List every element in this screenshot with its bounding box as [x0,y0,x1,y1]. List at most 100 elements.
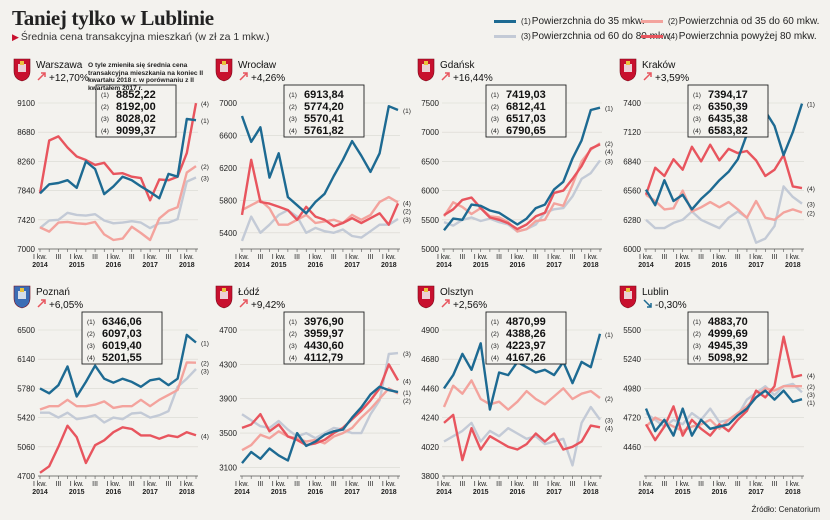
city-chart-4: Poznań +6,05% 4700 5060 5420 5780 6140 6500 I kw… [10,282,210,520]
box-series-number: (4) [491,128,499,135]
chart-svg: Łódź +9,42% 3100 3500 3900 4300 4700 I kw. 2014 I… [215,285,411,496]
x-tick-label: III [661,481,667,488]
chart-svg: Kraków +3,59% 6000 6280 6560 6840 7120 7400 I kw… [619,58,815,269]
x-tick-label: I kw. 2018 [583,481,599,496]
series-line-1 [644,103,804,211]
y-tick-label: 5500 [623,326,641,335]
y-tick-label: 6200 [219,164,237,173]
series-end-label: (2) [201,361,209,368]
coat-of-arms-icon [215,285,233,309]
box-series-number: (3) [491,343,499,350]
coat-of-arms-icon [13,285,31,309]
series-line-4 [240,158,400,228]
x-tick-label: I kw. 2016 [106,481,122,496]
series-end-label: (4) [403,378,411,385]
x-tick-label: I kw. 2017 [748,254,764,269]
x-tick-label: I kw. 2014 [234,481,250,496]
series-end-label: (2) [201,164,209,171]
legend-item: (2) Powierzchnia od 35 do 60 mkw. [641,16,819,27]
box-series-number: (3) [693,343,701,350]
x-tick-label: I kw. 2014 [638,481,654,496]
arrow-up-icon [441,299,450,308]
box-value: 6435,38 [708,113,748,125]
legend-label: Powierzchnia powyżej 80 mkw. [678,31,817,42]
y-tick-label: 5060 [17,443,35,452]
box-value: 4112,79 [304,352,343,364]
series-line-2 [39,361,197,411]
box-series-number: (2) [693,331,701,338]
x-tick-label: I kw. 2018 [381,254,397,269]
series-line-4 [38,102,198,202]
city-name: Wrocław [238,60,277,71]
series-line-2 [442,142,601,233]
x-tick-label: III [533,254,539,261]
city-chart-3: Kraków +3,59% 6000 6280 6560 6840 7120 7400 I kw… [616,55,816,293]
x-tick-label: I kw. 2017 [344,254,360,269]
box-value: 5098,92 [708,352,748,364]
series-line-2 [442,379,601,411]
page-subtitle: ▶ Średnia cena transakcyjna mieszkań (w z… [12,31,270,43]
legend-swatch [494,35,516,38]
y-tick-label: 6840 [623,157,641,166]
legend-label: Powierzchnia do 35 mkw. [531,16,645,27]
y-tick-label: 6280 [623,216,641,225]
y-tick-label: 3800 [421,472,439,481]
series-line-1 [39,333,197,398]
box-value: 6019,40 [102,340,142,352]
series-line-4 [443,143,601,231]
box-value: 4883,70 [708,316,748,328]
y-tick-label: 5400 [219,229,237,238]
change-note: O tyle zmieniła się średnia cena transak… [88,62,204,92]
y-tick-label: 6560 [623,187,641,196]
x-tick-label: I kw. 2015 [675,481,691,496]
box-value: 6913,84 [304,89,345,101]
box-value: 4945,39 [708,340,748,352]
x-tick-label: III [166,254,172,261]
y-tick-label: 4240 [421,414,439,423]
x-tick-label: III [55,481,61,488]
box-series-number: (2) [491,331,499,338]
box-series-number: (1) [289,319,297,326]
coat-of-arms-icon [619,285,637,309]
box-value: 6346,06 [102,316,142,328]
x-tick-label: I kw. 2017 [546,254,562,269]
legend-swatch [494,20,516,23]
y-tick-label: 6000 [421,187,439,196]
y-tick-label: 3100 [219,463,237,472]
box-value: 4167,26 [506,352,546,364]
x-tick-label: I kw. 2018 [785,481,801,496]
x-tick-label: III [331,254,337,261]
x-tick-label: III [257,481,263,488]
x-tick-label: III [129,254,135,261]
x-tick-label: III [294,254,300,261]
series-end-label: (1) [201,340,209,347]
chart-svg: Lublin -0,30% 4460 4720 4980 5240 5500 I kw. 201… [619,285,815,496]
y-tick-label: 5240 [623,355,641,364]
x-tick-label: I kw. 2015 [271,254,287,269]
series-line-3 [645,382,803,428]
box-series-number: (4) [491,355,499,362]
box-value: 5570,41 [304,113,344,125]
y-tick-label: 4300 [219,360,237,369]
series-end-label: (2) [807,384,815,391]
box-value: 6790,65 [506,125,546,137]
series-line-2 [241,195,399,226]
series-end-label: (2) [807,211,815,218]
arrow-up-icon [239,299,248,308]
x-tick-label: I kw. 2016 [712,254,728,269]
x-tick-label: I kw. 2014 [436,254,452,269]
city-name: Kraków [642,60,676,71]
x-tick-label: III [459,481,465,488]
box-value: 9099,37 [116,125,156,137]
x-tick-label: I kw. 2018 [179,481,195,496]
city-chart-0: Warszawa +12,70% 7000 7420 7840 8260 8680 9100 I… [10,55,210,293]
box-series-number: (4) [693,355,701,362]
y-tick-label: 7000 [17,245,35,254]
subtitle-text: Średnia cena transakcyjna mieszkań (w zł… [20,31,270,43]
x-tick-label: III [772,254,778,261]
legend-label: Powierzchnia od 60 do 80 mkw. [531,31,673,42]
x-tick-label: I kw. 2015 [675,254,691,269]
x-tick-label: I kw. 2016 [106,254,122,269]
box-value: 8028,02 [116,113,156,125]
x-tick-label: I kw. 2016 [510,481,526,496]
